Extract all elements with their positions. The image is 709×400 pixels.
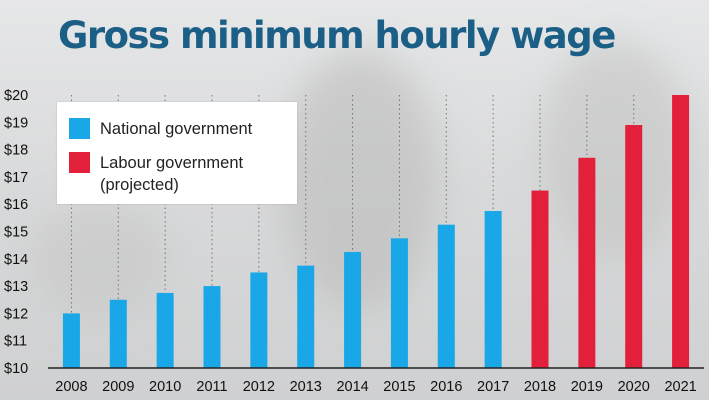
background-bench-shape [30, 200, 170, 320]
y-tick-label: $11 [4, 334, 27, 350]
bar-2019 [578, 157, 596, 368]
legend-item-labour: Labour government (projected) [69, 152, 243, 196]
bar-2021 [672, 95, 690, 368]
bar-2010 [156, 292, 174, 368]
bar-2011 [203, 286, 221, 368]
x-tick-label: 2009 [102, 379, 134, 395]
x-tick-label: 2015 [383, 379, 415, 395]
bar-2014 [344, 251, 362, 368]
legend-label-national: National government [100, 120, 253, 138]
bar-2020 [625, 125, 643, 368]
bar-2009 [109, 299, 127, 368]
x-tick-label: 2014 [336, 379, 368, 395]
bar-2017 [484, 211, 502, 368]
legend-item-national: National government [69, 118, 252, 140]
y-tick-label: $18 [4, 143, 28, 159]
x-tick-label: 2012 [243, 379, 275, 395]
y-tick-label: $19 [4, 115, 28, 131]
bar-2013 [297, 265, 315, 368]
legend-swatch-national [69, 118, 90, 139]
x-tick-label: 2013 [290, 379, 322, 395]
legend-label-labour: Labour government (projected) [100, 154, 244, 194]
bar-2012 [250, 272, 268, 368]
x-tick-label: 2010 [149, 379, 181, 395]
bar-2008 [62, 313, 80, 368]
x-tick-label: 2018 [524, 379, 556, 395]
x-tick-label: 2017 [477, 379, 509, 395]
y-tick-label: $16 [4, 197, 28, 213]
y-tick-label: $17 [4, 170, 28, 186]
x-tick-label: 2020 [618, 379, 650, 395]
x-tick-label: 2016 [430, 379, 462, 395]
y-tick-label: $14 [4, 252, 28, 268]
y-tick-label: $13 [4, 279, 28, 295]
y-tick-label: $12 [4, 306, 28, 322]
background-figure-shape [540, 40, 690, 260]
y-tick-label: $15 [4, 225, 28, 241]
x-tick-label: 2008 [55, 379, 87, 395]
x-tick-label: 2011 [196, 379, 227, 395]
bar-2015 [390, 238, 408, 368]
bar-2018 [531, 190, 549, 368]
x-tick-label: 2019 [571, 379, 603, 395]
legend-swatch-labour [69, 152, 90, 173]
x-tick-label: 2021 [664, 379, 696, 395]
chart-title: Gross minimum hourly wage [58, 14, 616, 57]
y-tick-label: $10 [4, 361, 28, 377]
y-tick-label: $20 [4, 88, 28, 104]
bar-2016 [437, 224, 455, 368]
chart-legend: National government Labour government (p… [57, 102, 297, 204]
